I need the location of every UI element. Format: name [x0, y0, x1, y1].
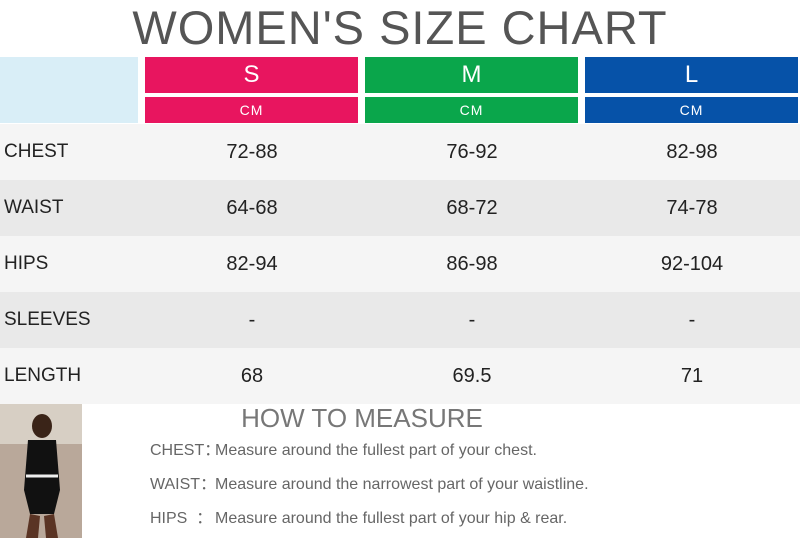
measure-label: CHEST：	[150, 442, 221, 459]
cell-value: -	[248, 309, 256, 331]
table-row: LENGTH 68 69.5 71	[0, 348, 800, 404]
measure-label: HIPS ：	[150, 510, 213, 527]
measure-label: WAIST：	[150, 476, 217, 493]
cell-value: 68	[240, 365, 264, 387]
row-label: SLEEVES	[4, 309, 91, 330]
measure-title: HOW TO MEASURE	[241, 403, 483, 433]
cell-value: 86-98	[446, 253, 498, 275]
page-title: WOMEN'S SIZE CHART	[132, 1, 668, 54]
row-label: CHEST	[4, 141, 69, 162]
table-row: SLEEVES - - -	[0, 292, 800, 348]
photo-legs	[26, 514, 58, 538]
unit-header: CM	[145, 97, 358, 123]
corner-cell	[0, 57, 138, 123]
cell-value: 68-72	[446, 197, 498, 219]
cell-value: 76-92	[446, 141, 498, 163]
unit-header: CM	[585, 97, 798, 123]
row-label: LENGTH	[4, 365, 82, 386]
cell-value: -	[688, 309, 696, 331]
cell-value: 82-94	[226, 253, 278, 275]
measure-text: Measure around the fullest part of your …	[215, 510, 568, 527]
model-photo	[0, 404, 82, 538]
cell-value: 72-88	[226, 141, 278, 163]
cell-value: 92-104	[660, 253, 724, 275]
measure-text: Measure around the narrowest part of you…	[215, 476, 589, 493]
cell-value: 64-68	[226, 197, 278, 219]
size-header: L	[585, 57, 798, 93]
size-header: M	[365, 57, 578, 93]
cell-value: 69.5	[452, 365, 492, 387]
table-row: HIPS 82-94 86-98 92-104	[0, 236, 800, 292]
unit-header: CM	[365, 97, 578, 123]
table-row: WAIST 64-68 68-72 74-78	[0, 180, 800, 236]
cell-value: 82-98	[666, 141, 718, 163]
row-label: HIPS	[4, 253, 49, 274]
size-header: S	[145, 57, 358, 93]
table-row: CHEST 72-88 76-92 82-98	[0, 124, 800, 180]
cell-value: 74-78	[666, 197, 718, 219]
cell-value: -	[468, 309, 476, 331]
photo-head	[32, 414, 52, 438]
row-label: WAIST	[4, 197, 64, 218]
measure-text: Measure around the fullest part of your …	[215, 442, 537, 459]
cell-value: 71	[680, 365, 704, 387]
